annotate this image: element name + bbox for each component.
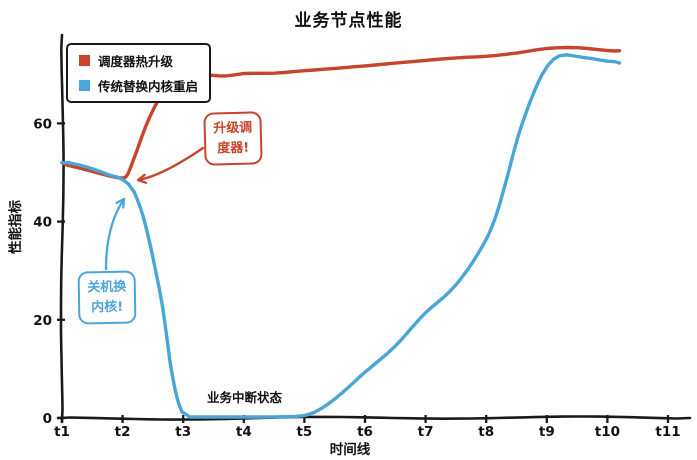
legend-item-kernel-reboot: 传统替换内核重启 bbox=[79, 76, 198, 95]
annotation-shutdown-kernel: 关机换内核! bbox=[77, 270, 137, 325]
y-axis-label: 性能指标 bbox=[8, 200, 24, 254]
legend: 调度器热升级 传统替换内核重启 bbox=[66, 43, 212, 103]
svg-text:t5: t5 bbox=[296, 424, 312, 440]
legend-label-kernel-reboot: 传统替换内核重启 bbox=[98, 79, 199, 94]
svg-text:t6: t6 bbox=[357, 424, 373, 440]
legend-swatch-red bbox=[79, 55, 90, 66]
annotation-outage-state: 业务中断状态 bbox=[207, 390, 283, 405]
annotation-upgrade-scheduler: 升级调度器! bbox=[203, 111, 263, 166]
svg-text:t10: t10 bbox=[595, 424, 620, 440]
svg-text:t4: t4 bbox=[236, 424, 252, 440]
svg-text:t2: t2 bbox=[115, 424, 131, 440]
svg-text:40: 40 bbox=[33, 215, 52, 231]
legend-swatch-blue bbox=[79, 80, 90, 91]
svg-text:t3: t3 bbox=[175, 424, 191, 440]
svg-text:t1: t1 bbox=[54, 424, 70, 440]
legend-item-hot-upgrade: 调度器热升级 bbox=[79, 51, 198, 70]
x-axis-label: 时间线 bbox=[329, 442, 371, 458]
svg-text:t9: t9 bbox=[539, 424, 555, 440]
svg-text:t8: t8 bbox=[478, 424, 494, 440]
svg-text:20: 20 bbox=[33, 313, 52, 329]
svg-text:t11: t11 bbox=[655, 424, 680, 440]
chart-title: 业务节点性能 bbox=[294, 11, 403, 31]
legend-label-hot-upgrade: 调度器热升级 bbox=[98, 54, 174, 69]
svg-text:60: 60 bbox=[33, 116, 52, 132]
svg-text:t7: t7 bbox=[418, 424, 434, 440]
svg-text:0: 0 bbox=[43, 411, 52, 427]
